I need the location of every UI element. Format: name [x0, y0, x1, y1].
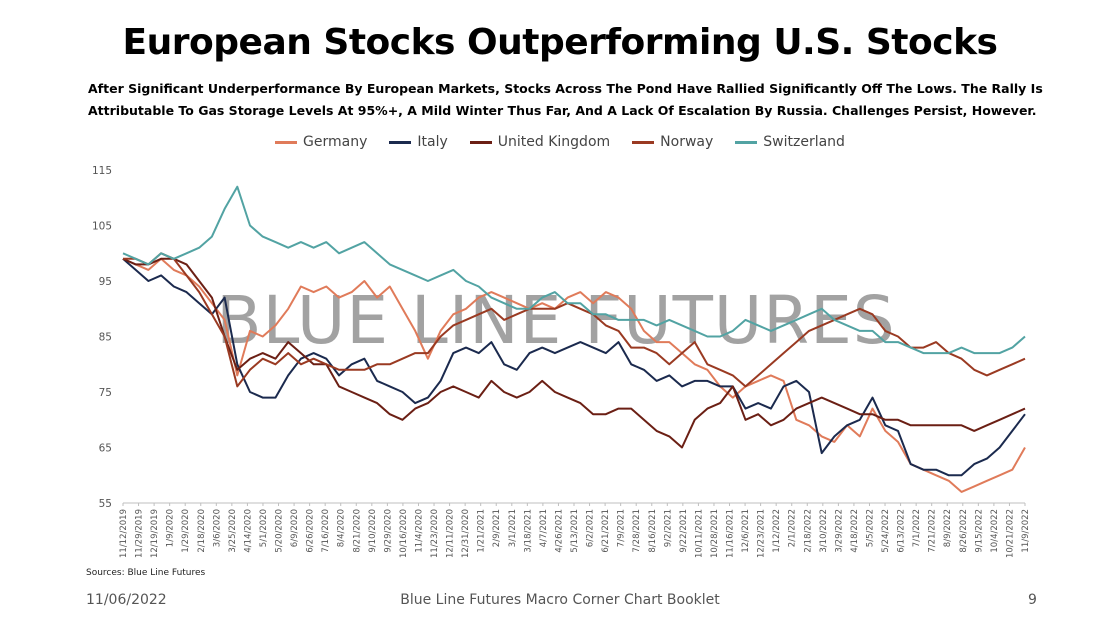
series-line-norway [123, 252, 1026, 388]
x-tick-label: 11/4/2020 [414, 509, 424, 553]
legend-swatch [389, 140, 412, 144]
legend-item-united-kingdom: United Kingdom [469, 134, 611, 150]
legend-label: Germany [303, 134, 368, 150]
series-line-switzerland [122, 185, 1026, 355]
x-tick-label: 9/2/2021 [663, 509, 673, 547]
y-tick-label: 55 [99, 498, 112, 510]
x-tick-label: 3/10/2022 [819, 509, 829, 553]
x-tick-label: 11/23/2020 [430, 509, 440, 558]
x-tick-label: 7/28/2021 [632, 509, 642, 553]
y-tick-label: 105 [92, 221, 112, 233]
x-tick-label: 9/15/2022 [974, 509, 984, 553]
x-tick-label: 8/4/2020 [337, 509, 347, 547]
legend-item-switzerland: Switzerland [735, 134, 845, 150]
x-tick-label: 8/26/2022 [959, 509, 969, 553]
footer-date: 11/06/2022 [86, 592, 167, 608]
y-tick-label: 65 [99, 443, 112, 455]
x-tick-label: 12/19/2019 [150, 509, 160, 558]
footer-booklet-title: Blue Line Futures Macro Corner Chart Boo… [400, 592, 720, 608]
x-tick-label: 2/18/2020 [197, 509, 207, 553]
x-tick-label: 7/16/2020 [321, 509, 331, 553]
x-tick-label: 5/24/2022 [881, 509, 891, 553]
series-line-germany [122, 257, 1026, 493]
x-tick-label: 10/21/2022 [1005, 509, 1015, 558]
x-tick-label: 8/9/2022 [943, 509, 953, 547]
x-tick-label: 10/28/2021 [710, 509, 720, 558]
x-tick-label: 5/5/2022 [865, 509, 875, 547]
legend-swatch [469, 140, 492, 144]
series-line-italy [122, 258, 1026, 477]
legend-label: Switzerland [763, 134, 845, 150]
legend-swatch [735, 140, 758, 144]
x-tick-label: 11/9/2022 [1021, 509, 1031, 553]
chart-subtitle: After Significant Underperformance By Eu… [88, 78, 1048, 122]
subtitle-line-2: Attributable To Gas Storage Levels At 95… [88, 103, 1037, 118]
x-tick-label: 6/26/2020 [306, 509, 316, 553]
x-tick-label: 2/18/2022 [803, 509, 813, 553]
x-tick-label: 3/18/2021 [523, 509, 533, 553]
x-tick-label: 2/9/2021 [492, 509, 502, 547]
x-tick-label: 12/23/2021 [757, 509, 767, 558]
chart-title: European Stocks Outperforming U.S. Stock… [122, 22, 998, 63]
legend-item-norway: Norway [632, 134, 713, 150]
x-tick-label: 12/6/2021 [741, 509, 751, 553]
x-tick-label: 11/29/2019 [135, 509, 145, 558]
y-tick-label: 75 [99, 387, 112, 399]
legend-swatch [275, 140, 298, 144]
x-tick-label: 1/9/2020 [166, 509, 176, 547]
chart-legend: Germany Italy United Kingdom Norway Switzerl… [0, 134, 1120, 150]
x-tick-label: 6/9/2020 [290, 509, 300, 547]
series-line-united-kingdom [122, 257, 1026, 449]
source-note: Sources: Blue Line Futures [86, 568, 206, 578]
x-tick-label: 3/25/2020 [228, 509, 238, 553]
x-tick-label: 7/21/2022 [928, 509, 938, 553]
x-tick-label: 8/16/2021 [648, 509, 658, 553]
legend-swatch [632, 140, 655, 144]
watermark-text: BLUE LINE FUTURES [216, 282, 895, 359]
footer-page-number: 9 [1028, 592, 1037, 608]
subtitle-line-1: After Significant Underperformance By Eu… [88, 81, 1043, 96]
x-tick-label: 11/16/2021 [726, 509, 736, 558]
x-tick-label: 1/12/2022 [772, 509, 782, 553]
x-tick-label: 1/21/2021 [477, 509, 487, 553]
x-tick-label: 12/11/2020 [446, 509, 456, 558]
y-tick-label: 85 [99, 332, 112, 344]
x-tick-label: 11/12/2019 [119, 509, 129, 558]
x-tick-label: 7/9/2021 [617, 509, 627, 547]
x-tick-label: 6/2/2021 [586, 509, 596, 547]
legend-label: United Kingdom [497, 134, 611, 150]
x-tick-label: 9/10/2020 [368, 509, 378, 553]
x-tick-label: 12/31/2020 [461, 509, 471, 558]
x-tick-label: 4/14/2020 [243, 509, 253, 553]
x-tick-label: 9/29/2020 [383, 509, 393, 553]
x-tick-label: 10/16/2020 [399, 509, 409, 558]
y-tick-label: 115 [92, 165, 112, 177]
x-tick-label: 10/11/2021 [694, 509, 704, 558]
x-tick-label: 3/29/2022 [834, 509, 844, 553]
x-tick-label: 1/29/2020 [181, 509, 191, 553]
legend-label: Italy [417, 134, 448, 150]
x-tick-label: 6/13/2022 [897, 509, 907, 553]
x-tick-label: 10/4/2022 [990, 509, 1000, 553]
x-tick-label: 4/26/2021 [554, 509, 564, 553]
y-tick-label: 95 [99, 276, 112, 288]
x-tick-label: 5/20/2020 [275, 509, 285, 553]
x-tick-label: 9/22/2021 [679, 509, 689, 553]
x-tick-label: 3/1/2021 [508, 509, 518, 547]
x-tick-label: 5/1/2020 [259, 509, 269, 547]
x-tick-label: 8/21/2020 [352, 509, 362, 553]
legend-item-italy: Italy [389, 134, 448, 150]
legend-label: Norway [660, 134, 714, 150]
x-tick-label: 6/21/2021 [601, 509, 611, 553]
x-tick-label: 4/7/2021 [539, 509, 549, 547]
x-tick-label: 4/18/2022 [850, 509, 860, 553]
x-tick-label: 7/1/2022 [912, 509, 922, 547]
x-tick-label: 2/1/2022 [788, 509, 798, 547]
legend-item-germany: Germany [275, 134, 367, 150]
x-tick-label: 3/6/2020 [212, 509, 222, 547]
x-tick-label: 5/13/2021 [570, 509, 580, 553]
